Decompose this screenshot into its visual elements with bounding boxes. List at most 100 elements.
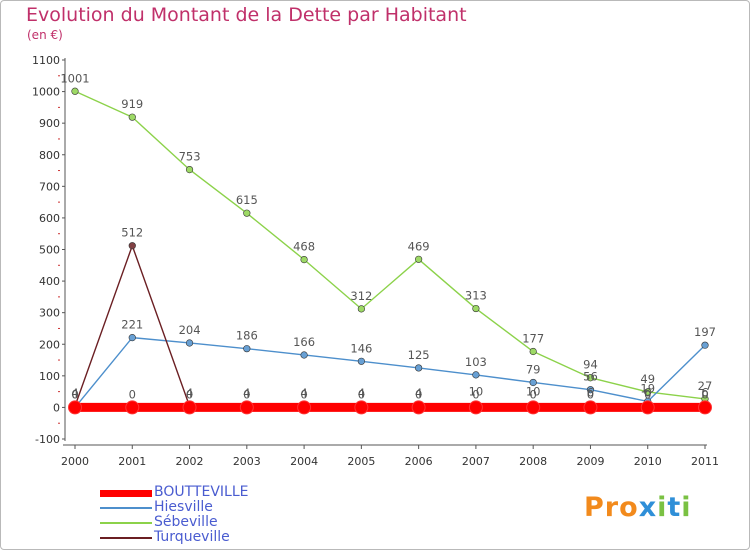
y-tick-label: 400 [39,275,60,288]
data-label: 0 [587,387,594,401]
x-tick-label: 2004 [290,455,318,468]
chart-title: Evolution du Montant de la Dette par Hab… [26,4,467,26]
data-point [182,400,197,415]
data-point [415,255,423,263]
data-point [128,242,136,250]
x-tick-label: 2007 [462,455,490,468]
data-label: 468 [293,240,315,254]
legend-swatch [100,489,152,497]
data-point [586,386,595,394]
legend-label: Sébeville [154,514,218,530]
x-tick-label: 2006 [405,455,433,468]
x-tick-label: 2003 [233,455,261,468]
y-tick-label: 500 [39,244,60,257]
data-point [297,400,312,415]
y-tick-label: 200 [39,338,60,351]
x-tick-label: 2005 [347,455,375,468]
data-point [243,209,251,217]
svg-text:Proxiti: Proxiti [584,492,692,523]
data-point [185,165,194,174]
data-label: 4 [300,386,307,400]
data-label: 919 [121,97,143,111]
proxiti-logo: Proxiti [584,492,692,523]
y-tick-label: 300 [39,307,60,320]
logo-letter: t [667,492,681,523]
logo-letter: i [657,492,667,523]
data-point [243,345,251,353]
logo-letter: i [681,492,691,523]
data-label: 4 [358,386,365,400]
data-label: 146 [350,341,372,355]
data-point [357,305,365,313]
data-label: 103 [465,355,487,369]
y-tick-label: 1100 [32,54,60,67]
data-point [125,400,140,415]
data-label: 469 [408,239,430,253]
data-point [472,371,480,379]
data-label: 0 [644,387,651,401]
data-label: 56 [583,370,598,384]
legend-label: BOUTTEVILLE [154,484,249,500]
data-label: 177 [522,332,544,346]
data-point [239,400,254,415]
data-label: 0 [530,387,537,401]
data-label: 197 [694,325,716,339]
y-tick-label: 1000 [32,86,60,99]
data-label: 125 [408,348,430,362]
data-label: 0 [701,387,708,401]
data-point [529,347,537,356]
data-label: 512 [121,226,143,240]
data-point [586,374,595,382]
y-tick-label: -100 [35,433,60,446]
data-label: 10 [526,384,541,398]
data-label: 0 [358,387,365,401]
data-point [128,113,136,121]
data-point [583,400,598,415]
x-tick-label: 2010 [634,455,662,468]
x-tick-label: 2000 [61,455,89,468]
data-point [354,400,369,415]
logo-letter: x [639,492,657,523]
series-line-sébeville [74,90,706,400]
data-label: 94 [583,358,598,372]
data-label: 313 [465,289,487,303]
legend-swatch [100,537,152,539]
data-point [357,357,365,365]
logo-letter: P [584,492,605,523]
data-point [640,400,655,415]
data-point [300,351,308,359]
data-label: 4 [71,386,78,400]
data-point [411,400,426,415]
legend-label: Hiesville [154,499,213,515]
data-point [128,334,136,342]
data-label: 0 [472,387,479,401]
data-label: 6 [701,386,708,400]
data-point [71,87,79,95]
x-tick-label: 2001 [118,455,146,468]
data-point [185,339,194,347]
data-label: 0 [243,387,250,401]
data-label: 4 [415,386,422,400]
data-label: 166 [293,335,315,349]
data-label: 79 [526,362,541,376]
data-label: 0 [186,387,193,401]
data-label: 0 [71,387,78,401]
x-tick-label: 2002 [176,455,204,468]
y-tick-label: 600 [39,212,60,225]
data-label: 10 [469,384,484,398]
data-label: 1001 [60,71,89,85]
y-tick-label: 0 [53,401,60,414]
data-label: 312 [350,289,372,303]
data-point [644,388,652,396]
x-tick-label: 2011 [691,455,719,468]
series-lines [74,90,706,412]
legend-swatch [100,507,152,509]
y-unit-label: (en €) [27,28,63,42]
data-label: 6 [587,386,594,400]
data-label: 0 [71,387,78,401]
data-point [526,400,541,415]
legend-swatch [100,522,152,524]
